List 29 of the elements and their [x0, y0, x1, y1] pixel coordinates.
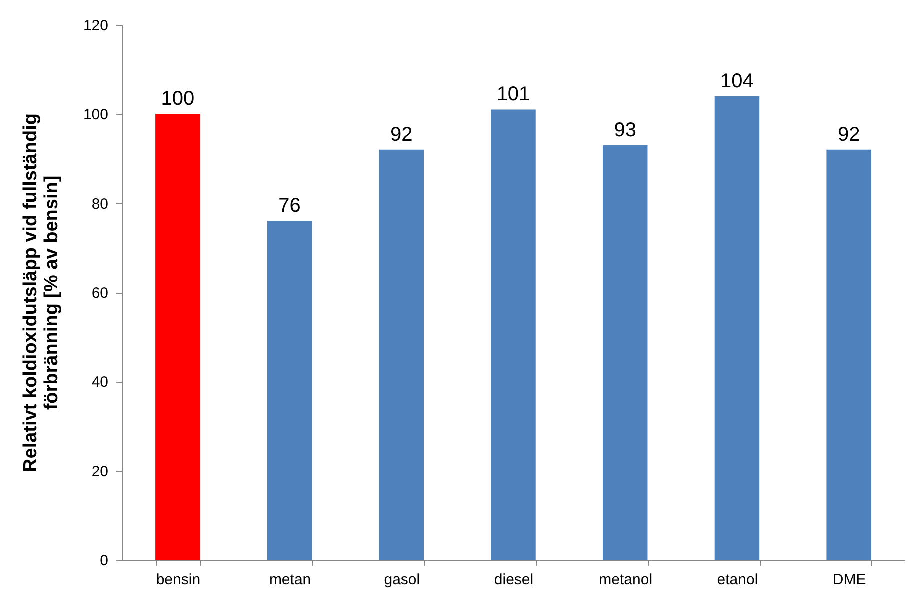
- y-axis-title: Relativt koldioxidutsläpp vid fullständig förbränning [% av bensin]: [20, 114, 62, 472]
- bar: [714, 96, 760, 560]
- x-tick-label: etanol: [717, 572, 758, 588]
- y-tick-label: 40: [92, 374, 108, 392]
- bar: [379, 150, 424, 560]
- bar: [156, 114, 200, 560]
- data-label: 92: [838, 124, 860, 146]
- bar: [491, 110, 536, 560]
- data-label: 93: [614, 119, 636, 142]
- y-tick-label: 120: [83, 18, 108, 34]
- bar: [267, 221, 312, 560]
- x-tick-label: diesel: [494, 572, 534, 588]
- x-tick-label: metanol: [599, 572, 653, 588]
- x-tick-label: metan: [269, 572, 312, 588]
- y-tick-label: 80: [92, 196, 108, 213]
- y-tick-label: 0: [100, 552, 108, 570]
- x-tick-label: DME: [832, 572, 866, 588]
- data-label: 92: [390, 124, 413, 146]
- y-tick-label: 20: [92, 463, 108, 480]
- data-label: 76: [278, 195, 301, 218]
- data-label: 104: [720, 70, 754, 92]
- x-tick-label: gasol: [384, 572, 420, 588]
- data-label: 101: [496, 84, 530, 106]
- bar: [602, 145, 648, 560]
- bar: [826, 150, 872, 560]
- y-tick-label: 60: [92, 285, 108, 302]
- x-tick-label: bensin: [156, 572, 201, 588]
- y-tick-label: 100: [83, 106, 108, 124]
- data-label: 100: [161, 88, 195, 110]
